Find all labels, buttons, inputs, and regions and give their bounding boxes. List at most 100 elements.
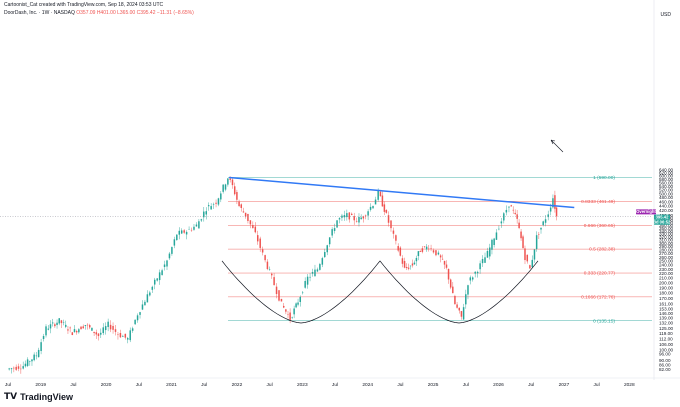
price-tick-label: 82.00 [659,367,671,372]
time-tick-label: 2019 [35,382,46,388]
candle-body [516,214,518,219]
candle-body [445,264,448,268]
chart-annotations [0,139,652,324]
candle-body [107,321,109,328]
time-tick-label: Jul [70,382,76,388]
chart-credit-line: Cartoonist_Cat created with TradingView.… [4,2,164,8]
candle-body [531,259,534,268]
candle-body [10,368,13,370]
cup-pattern-arc-left [221,260,381,324]
time-tick-label: Jul [332,382,338,388]
candle-body [338,218,341,220]
candle-body [481,259,484,264]
candle-body [341,215,343,218]
price-tick-label: 560.00 [659,180,673,185]
candle-body [127,338,129,340]
price-tick-label: 146.00 [659,311,673,316]
candle-body [117,334,119,335]
candle-body [405,266,408,268]
candle-body [314,269,316,277]
candle-body [20,368,22,370]
candle-body [549,207,552,212]
candle-body [309,276,311,278]
candle-body [33,354,35,361]
candle-body [82,326,84,329]
candle-body [42,336,45,340]
candle-body [423,246,426,247]
price-label-box [654,219,670,225]
candle-body [392,230,395,234]
candle-body [411,263,414,266]
candle-body [348,212,351,220]
ohlc-values: O357.09 H401.00 L365.00 C395.42 −11.31 (… [76,10,194,16]
price-tick-label: 480.00 [659,195,673,200]
candle-body [278,290,280,301]
price-tick-label: 540.00 [659,184,673,189]
currency-label[interactable]: USD [660,12,671,18]
price-tick-label: 500.00 [659,191,673,196]
time-tick-label: Jul [528,382,534,388]
candle-body [326,245,328,253]
candle-body [397,246,399,251]
candle-body [452,286,454,294]
price-tick-label: 220.00 [659,271,673,276]
fib-level-label: 0.333 (220.77) [584,271,616,277]
candle-body [538,234,540,235]
candle-body [275,286,278,294]
symbol-name[interactable]: DoorDash, Inc. · 1W · NASDAQ [4,10,75,16]
candle-body [49,324,52,329]
price-tick-label: 112.00 [659,337,673,342]
candle-body [295,303,297,308]
candle-body [134,319,136,325]
candle-body [467,285,469,295]
fib-level-label: 1 (590.00) [593,175,615,181]
time-tick-label: Jul [397,382,403,388]
price-tick-label: 180.00 [659,291,673,296]
candle-body [104,326,107,331]
candle-body [58,318,60,324]
symbol-ohlc-line: DoorDash, Inc. · 1W · NASDAQ O357.09 H40… [4,10,194,16]
candle-body [273,277,275,286]
candle-body [493,238,495,245]
candle-body [86,324,89,326]
candle-body [401,258,404,264]
candle-body [62,322,65,324]
candle-body [97,333,100,337]
price-label-text: 395.42 [656,214,669,219]
candle-body [26,359,29,366]
candle-body [353,216,355,221]
candle-body [242,211,245,213]
cup-pattern-arc-right [379,260,539,324]
price-tick-label: 420.00 [659,208,673,213]
candle-body [535,235,538,249]
price-tick-label: 330.00 [659,232,673,237]
time-tick-label: 2026 [493,382,504,388]
candle-body [526,254,529,262]
candle-body [129,330,131,341]
candle-body [293,308,295,315]
candle-body [144,301,146,306]
price-tick-label: 260.00 [659,255,673,260]
candle-body [229,178,231,180]
tradingview-brand[interactable]: TV TradingView [4,392,73,402]
price-tick-label: 310.00 [659,238,673,243]
candle-body [240,204,243,208]
candle-body [474,271,476,274]
candle-body [91,327,93,331]
price-tick-label: 119.00 [659,331,673,336]
candle-body [328,237,331,245]
candle-body [403,261,406,268]
candle-body [301,292,304,294]
candle-body [210,206,212,210]
candle-body [441,258,444,260]
candle-body [524,248,526,261]
tradingview-wordmark: TradingView [20,392,73,402]
candle-body [200,219,203,221]
candle-body [311,272,314,274]
candle-body [533,249,536,260]
candle-body [188,229,190,230]
time-tick-label: 2025 [428,382,439,388]
candle-body [190,229,193,231]
price-tick-label: 360.00 [659,223,673,228]
